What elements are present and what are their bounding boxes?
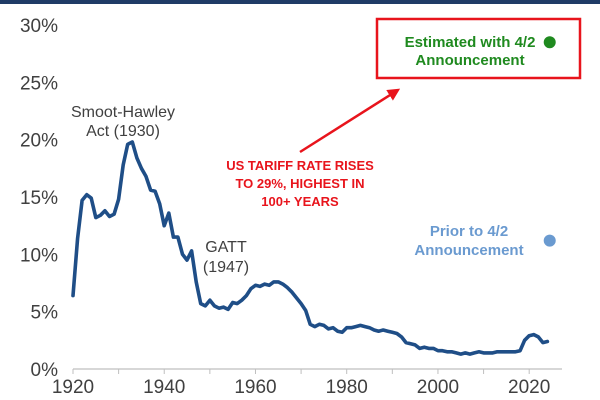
y-tick-label: 10% <box>20 245 58 266</box>
tariff-rate-line <box>71 140 550 356</box>
x-tick-label: 1980 <box>326 377 368 398</box>
callout-text-line2: TO 29%, HIGHEST IN <box>235 176 364 191</box>
x-tick-label: 1960 <box>234 377 276 398</box>
y-tick-label: 25% <box>20 73 58 94</box>
x-tick-label: 1940 <box>143 377 185 398</box>
y-tick-label: 20% <box>20 131 58 152</box>
x-tick-label: 1920 <box>52 377 94 398</box>
estimated-point <box>543 36 556 49</box>
callout-text-line3: 100+ YEARS <box>261 194 339 209</box>
x-axis: 1920 1940 1960 1980 2000 2020 <box>52 368 562 398</box>
gatt-label-line1: GATT <box>205 239 247 256</box>
estimated-callout-box <box>375 17 582 80</box>
prior-label-line1: Prior to 4/2 <box>430 223 508 240</box>
estimated-label-line2: Announcement <box>415 52 524 69</box>
prior-point <box>543 234 556 247</box>
y-tick-label: 15% <box>20 188 58 209</box>
y-tick-label: 0% <box>31 360 59 381</box>
gatt-label-line2: (1947) <box>203 259 249 276</box>
estimated-label-line1: Estimated with 4/2 <box>405 34 536 51</box>
series-layer <box>71 36 556 356</box>
top-border <box>0 0 600 4</box>
x-tick-label: 2000 <box>417 377 459 398</box>
smoot-hawley-label-line1: Smoot-Hawley <box>71 104 175 121</box>
smoot-hawley-label-line2: Act (1930) <box>86 123 160 140</box>
y-tick-label: 30% <box>20 16 58 37</box>
callout-text-line1: US TARIFF RATE RISES <box>226 158 374 173</box>
prior-label-line2: Announcement <box>414 242 523 259</box>
y-tick-label: 5% <box>31 303 59 324</box>
y-axis: 0% 5% 10% 15% 20% 25% 30% <box>20 16 58 381</box>
x-tick-label: 2020 <box>508 377 550 398</box>
callout-arrow <box>299 88 401 154</box>
